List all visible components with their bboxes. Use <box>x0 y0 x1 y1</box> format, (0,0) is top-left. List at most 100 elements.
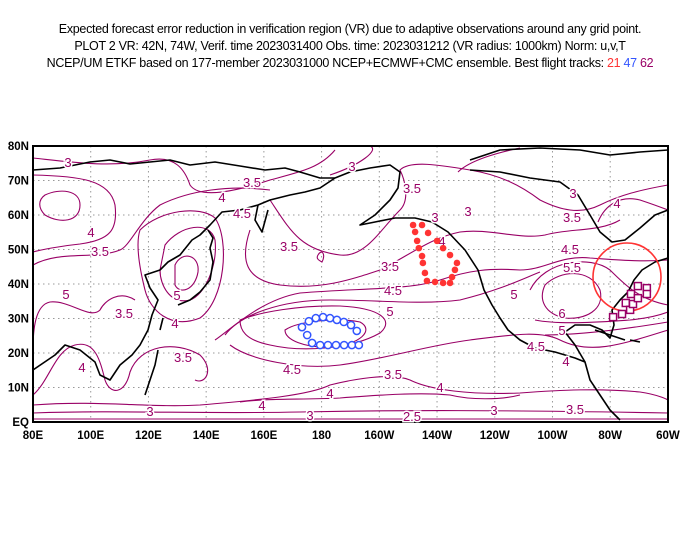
lon-tick-label: 180 <box>312 430 331 442</box>
lon-tick-label: 60W <box>656 430 680 442</box>
contour-label: 3 <box>431 210 438 225</box>
track-62-square <box>608 312 618 322</box>
track-47-circle <box>318 312 328 322</box>
lat-tick-label: 60N <box>8 210 29 222</box>
track-21-dot <box>415 244 423 252</box>
contour-label: 3.5 <box>566 402 584 417</box>
contour-label: 3.5 <box>174 350 192 365</box>
track-47-circle <box>325 313 335 323</box>
lon-tick-label: 160W <box>364 430 394 442</box>
title-line-1: Expected forecast error reduction in ver… <box>58 22 642 36</box>
track-47-circle <box>302 330 312 340</box>
contour-label: 3.5 <box>280 239 298 254</box>
contour-label: 4 <box>613 196 620 211</box>
lat-tick-label: EQ <box>12 417 29 429</box>
track-21-dot <box>409 221 417 229</box>
contour-label: 3 <box>146 404 153 419</box>
lon-tick-label: 100E <box>77 430 104 442</box>
contour-label: 5 <box>386 304 393 319</box>
contour-label: 4.5 <box>527 339 545 354</box>
track-21-dot <box>433 237 441 245</box>
contour-label: 5.5 <box>563 260 581 275</box>
contour-label: 4 <box>258 398 265 413</box>
track-47-circle <box>331 340 341 350</box>
contour-label: 5 <box>510 287 517 302</box>
grid-lines <box>33 146 668 422</box>
contour-label: 3 <box>306 408 313 423</box>
track-21-dot <box>423 277 431 285</box>
track-47-circle <box>332 315 342 325</box>
track-47-circle <box>339 317 349 327</box>
track-47-circle <box>347 340 357 350</box>
title-line-2: PLOT 2 VR: 42N, 74W, Verif. time 2023031… <box>74 39 626 53</box>
track-21-dot <box>446 279 454 287</box>
lon-tick-label: 100W <box>537 430 567 442</box>
track-21-dot <box>431 278 439 286</box>
contour-label: 3 <box>464 204 471 219</box>
contour-label: 3 <box>64 155 71 170</box>
contour-label: 4 <box>438 234 445 249</box>
track-21-dot <box>421 269 429 277</box>
contour-label: 6 <box>558 306 565 321</box>
track-62-square <box>633 281 643 291</box>
contour-label: 4 <box>218 190 225 205</box>
lat-tick-label: 50N <box>8 245 29 257</box>
contour-label: 3.5 <box>403 181 421 196</box>
track-62-square <box>626 289 636 299</box>
track-47-circle <box>297 322 307 332</box>
track-62-square <box>633 293 643 303</box>
contour-label: 3 <box>490 403 497 418</box>
contour-label: 4.5 <box>384 283 402 298</box>
contour-label: 3.5 <box>91 244 109 259</box>
title-line-3-text: NCEP/UM ETKF based on 177-member 2023031… <box>46 56 604 70</box>
track-21-dot <box>418 221 426 229</box>
track-62-square <box>642 289 652 299</box>
track-21-dot <box>446 251 454 259</box>
contour-label: 4 <box>171 316 178 331</box>
track-47-circle <box>352 326 362 336</box>
contour-label: 4 <box>436 380 443 395</box>
flight-track-markers <box>297 221 652 350</box>
contour-label: 3 <box>348 159 355 174</box>
track-21-dot <box>424 229 432 237</box>
track-47-circle <box>354 340 364 350</box>
track-21-dot <box>439 279 447 287</box>
lon-tick-label: 140E <box>193 430 220 442</box>
contour-label: 3.5 <box>243 175 261 190</box>
track-21-dot <box>439 244 447 252</box>
track-21-dot <box>413 237 421 245</box>
lat-tick-label: 20N <box>8 348 29 360</box>
track-47-circle <box>315 340 325 350</box>
track-21-dot <box>411 228 419 236</box>
contour-label: 4.5 <box>283 362 301 377</box>
track-47-circle <box>304 316 314 326</box>
contour-label: 4.5 <box>561 242 579 257</box>
contour-label: 5 <box>62 287 69 302</box>
contour-label: 3.5 <box>115 306 133 321</box>
track-62-square <box>628 299 638 309</box>
track-47-label: 47 <box>623 56 638 70</box>
contour-label: 3.5 <box>563 210 581 225</box>
track-47-circle <box>307 338 317 348</box>
contour-label: 4 <box>562 354 569 369</box>
contour-label: 3.5 <box>381 259 399 274</box>
lon-tick-label: 120W <box>480 430 510 442</box>
lon-tick-label: 120E <box>135 430 162 442</box>
lat-tick-label: 70N <box>8 176 29 188</box>
track-21-dot <box>448 273 456 281</box>
track-47-circle <box>323 340 333 350</box>
track-47-circle <box>346 320 356 330</box>
contour-label: 2.5 <box>403 409 421 424</box>
lat-tick-label: 40N <box>8 279 29 291</box>
contour-label: 5 <box>558 323 565 338</box>
track-62-label: 62 <box>640 56 654 70</box>
contour-label: 4 <box>326 386 333 401</box>
lon-tick-label: 80W <box>598 430 622 442</box>
coastlines <box>33 147 668 421</box>
track-21-label: 21 <box>607 56 621 70</box>
lon-tick-label: 80E <box>23 430 44 442</box>
contour-label: 4 <box>78 360 85 375</box>
